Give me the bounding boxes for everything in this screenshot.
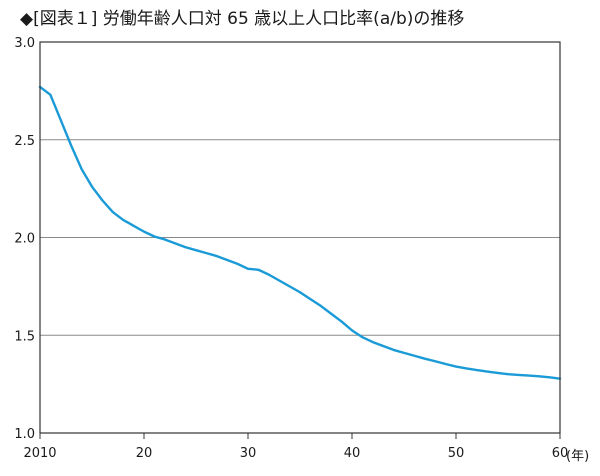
x-tick-label: 60 (552, 446, 569, 461)
y-tick-label: 2.0 (14, 232, 35, 247)
grid-lines (40, 139, 560, 336)
y-tick-label: 3.0 (14, 36, 35, 51)
x-tick-label: 20 (136, 446, 153, 461)
series-line (38, 85, 562, 380)
y-tick-label: 1.0 (14, 427, 35, 442)
series-layer (38, 85, 562, 380)
x-tick-label: 40 (344, 446, 361, 461)
x-tick-label: 50 (448, 446, 465, 461)
x-tick-label: 30 (240, 446, 257, 461)
plot-frame (39, 41, 561, 434)
y-tick-label: 1.5 (14, 329, 35, 344)
chart-title: ◆[図表１] 労働年齢人口対 65 歳以上人口比率(a/b)の推移 (20, 9, 464, 29)
axis-ticks: 1.0 1.5 2.0 2.5 3.0 2010 20 30 40 50 60 (14, 36, 568, 461)
x-tick-label: 2010 (23, 446, 56, 461)
y-tick-label: 2.5 (14, 134, 35, 149)
x-axis-unit-label: (年) (566, 449, 589, 464)
